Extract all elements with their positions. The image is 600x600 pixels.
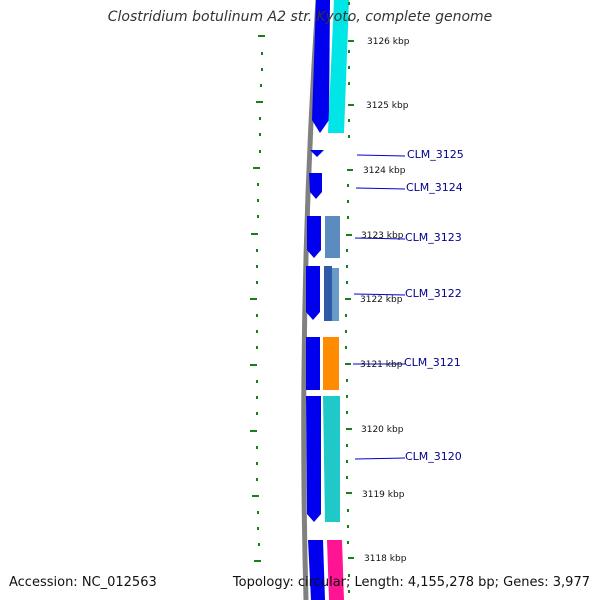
map-title: Clostridium botulinum A2 str. Kyoto, com…: [107, 9, 493, 25]
cds-block: [306, 337, 320, 390]
kbp-tick-label: 3125 kbp: [366, 101, 409, 111]
gene-block: [327, 540, 344, 600]
kbp-dotted-track: [345, 2, 350, 593]
kbp-tick-label: 3126 kbp: [367, 37, 410, 47]
cds-block: [310, 150, 324, 157]
gene-callout-line: [354, 237, 406, 240]
gene-label: CLM_3123: [405, 231, 462, 244]
gene-label: CLM_3122: [405, 287, 462, 300]
kbp-major-ticks: [345, 40, 354, 559]
gene-label: CLM_3120: [405, 450, 462, 463]
gene-label: CLM_3125: [407, 148, 464, 161]
kbp-tick-label: 3120 kbp: [361, 425, 404, 435]
accession-text: Accession: NC_012563: [9, 575, 157, 590]
kbp-tick-label: 3118 kbp: [364, 554, 407, 564]
gene-block: [324, 266, 332, 321]
cds-block: [306, 266, 320, 320]
cds-block: [308, 540, 325, 600]
cds-block: [309, 173, 322, 199]
cds-block: [306, 396, 321, 522]
gene-callout-line: [356, 154, 406, 157]
kbp-tick-label: 3119 kbp: [362, 490, 405, 500]
gene-block: [328, 0, 349, 133]
gene-label: CLM_3124: [406, 181, 463, 194]
gene-callout-line: [354, 457, 406, 460]
gene-callout-line: [353, 293, 406, 296]
kbp-tick-label: 3121 kbp: [360, 360, 403, 370]
gene-label: CLM_3121: [404, 356, 461, 369]
gene-block: [332, 268, 339, 321]
kbp-tick-label: 3123 kbp: [361, 231, 404, 241]
gene-block: [323, 337, 339, 390]
kbp-tick-label: 3122 kbp: [360, 295, 403, 305]
gene-block: [323, 396, 340, 522]
gene-callout-line: [355, 187, 406, 190]
cds-block: [307, 216, 321, 258]
inner-dotted-track: [250, 35, 265, 562]
kbp-tick-label: 3124 kbp: [363, 166, 406, 176]
genome-summary-text: Topology: circular; Length: 4,155,278 bp…: [232, 575, 590, 590]
cds-block: [312, 0, 330, 133]
gene-block: [325, 216, 340, 258]
genome-backbone: [301, 0, 321, 600]
